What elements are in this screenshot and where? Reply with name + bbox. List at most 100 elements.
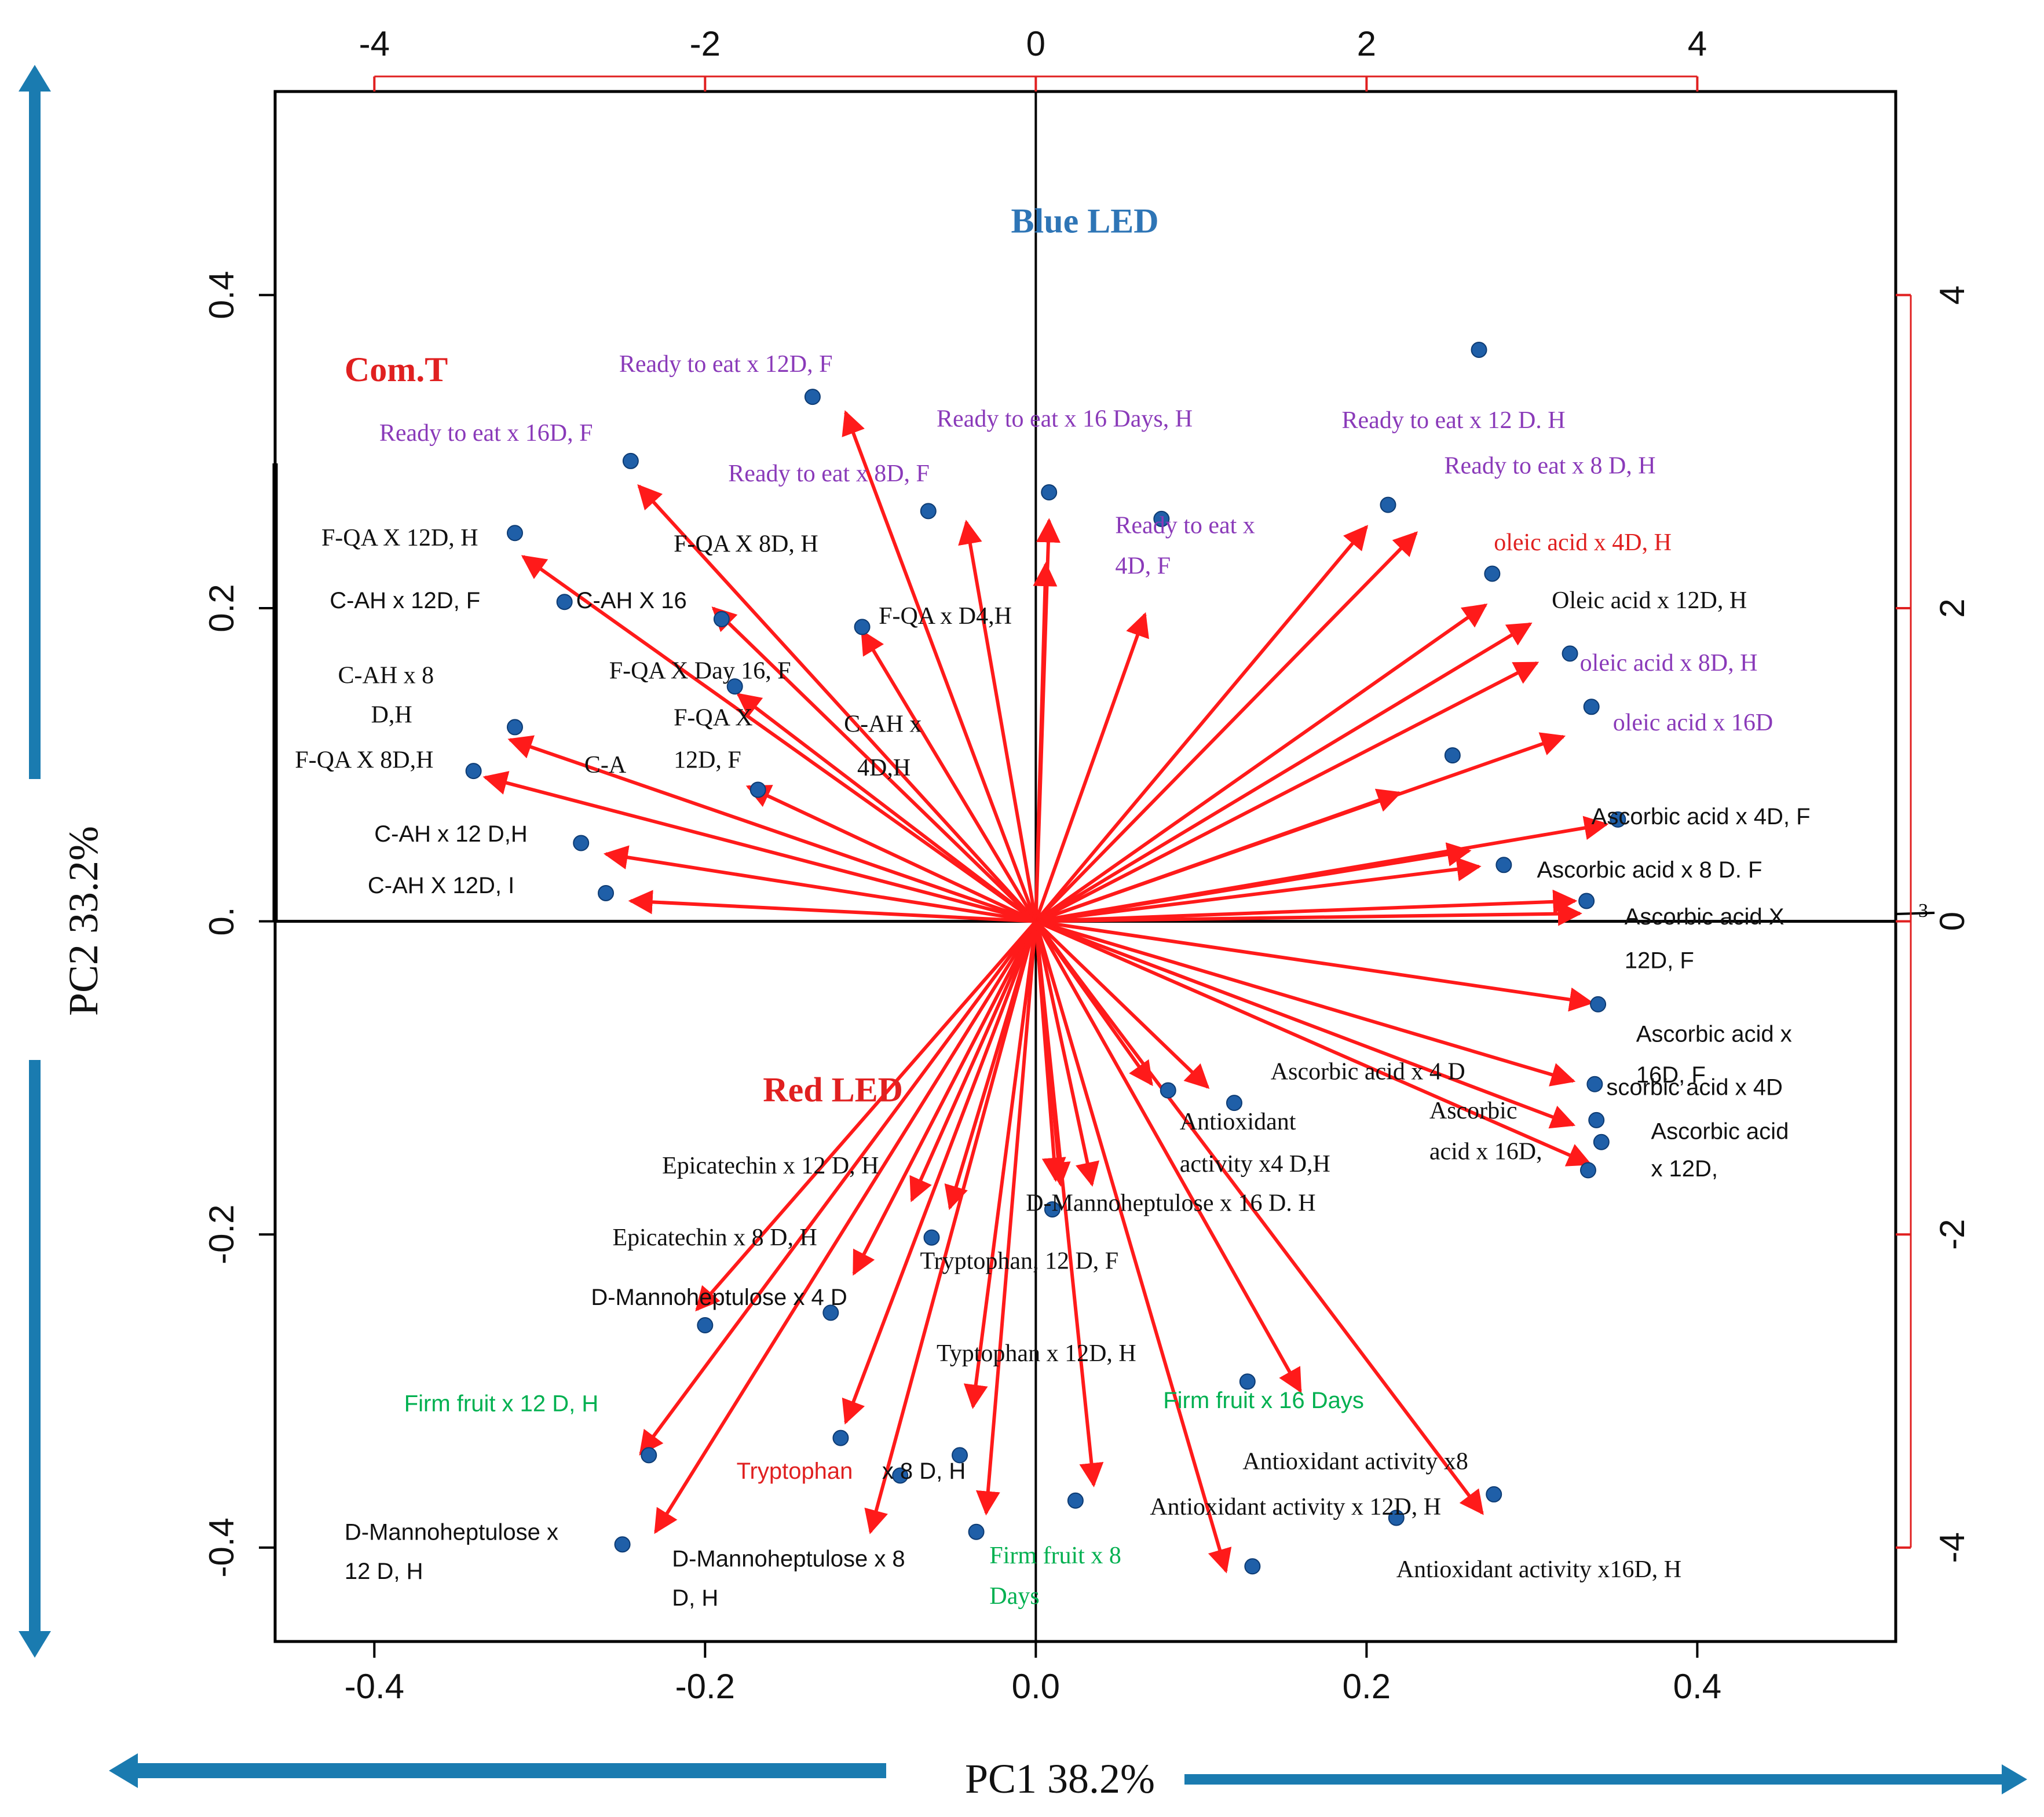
loading-arrow — [1034, 604, 1488, 923]
score-point — [1578, 893, 1595, 909]
variable-label: x 12D, — [1651, 1156, 1718, 1182]
score-point — [1586, 1076, 1603, 1092]
loading-arrow — [1035, 788, 1402, 923]
loading-arrow — [1034, 622, 1533, 923]
score-point — [622, 452, 639, 469]
variable-label: Ready to eat x 12 D. H — [1342, 407, 1566, 434]
variable-label: Epicatechin x 12 D, H — [662, 1153, 879, 1179]
score-point — [1239, 1373, 1256, 1390]
x-axis-title: PC1 38.2% — [965, 1756, 1155, 1802]
group-label: Com.T — [345, 350, 448, 389]
variable-label: C-AH x — [844, 711, 922, 738]
top-secondary-axis: -4 -2 0 2 4 — [359, 24, 1707, 92]
loading-arrow — [1034, 920, 1484, 1515]
variable-label: Ascorbic acid x — [1636, 1022, 1792, 1047]
variable-label: Ready to eat x — [1115, 512, 1255, 539]
variable-label: Epicatechin x 8 D, H — [612, 1224, 817, 1251]
loading-arrow — [482, 771, 1037, 923]
pc2-axis-arrows — [19, 65, 51, 1658]
loading-arrow — [842, 410, 1038, 922]
loading-arrow — [1034, 920, 1100, 1187]
variable-label: 12 D, H — [345, 1559, 423, 1584]
variable-label: oleic acid x 8D, H — [1580, 650, 1758, 677]
score-point — [1610, 811, 1626, 828]
variable-label: Tryptophan, 12 D, F — [920, 1248, 1118, 1275]
variable-label: Firm fruit x 8 — [989, 1542, 1121, 1569]
loading-arrow — [1034, 920, 1302, 1394]
score-point — [1160, 1082, 1176, 1099]
group-label: Blue LED — [1011, 202, 1159, 240]
variable-label: activity x4 D,H — [1180, 1151, 1330, 1178]
variable-label: C-AH x 12D, F — [330, 588, 480, 613]
score-point — [465, 763, 482, 780]
y-tick-label: 0. — [202, 907, 241, 936]
loading-arrow — [1035, 919, 1576, 1087]
x-axis-ticks: -0.4 -0.2 0.0 0.2 0.4 — [345, 1641, 1721, 1706]
variable-label: Ready to eat x 16 Days, H — [937, 405, 1193, 432]
variable-label: 12D, F — [674, 747, 741, 774]
variable-label: Antioxidant activity x 12D, H — [1150, 1494, 1441, 1520]
loading-arrow — [1033, 562, 1058, 922]
y-axis-title: PC2 33.2% — [60, 826, 107, 1016]
variable-label: 4D, F — [1115, 553, 1171, 580]
variable-labels: Ready to eat x 12D, F Ready to eat x 16D,… — [295, 351, 1810, 1611]
variable-label: Ready to eat x 8D, F — [728, 460, 930, 487]
top-tick-label: -4 — [359, 24, 390, 63]
variable-label: Ascorbic acid — [1651, 1118, 1789, 1144]
variable-label: D-Mannoheptulose x 8 — [672, 1546, 905, 1571]
group-labels: Blue LED Com.T Red LED — [345, 202, 1159, 1109]
score-point — [952, 1447, 968, 1464]
score-point — [641, 1447, 657, 1464]
loading-arrow — [852, 920, 1038, 1276]
y-tick-label: 0.2 — [202, 584, 241, 632]
variable-label: F-QA X 8D,H — [295, 747, 433, 774]
score-point — [726, 678, 743, 695]
score-point — [1484, 565, 1501, 582]
right-tick-label: 2 — [1933, 598, 1972, 617]
score-point — [1444, 747, 1461, 764]
score-point — [573, 835, 590, 851]
score-point — [1226, 1095, 1242, 1112]
variable-label: Ascorbic acid x 4D, F — [1592, 804, 1811, 829]
score-point — [1579, 1162, 1596, 1179]
variable-label: Firm fruit x 16 Days — [1163, 1388, 1364, 1413]
variable-label: C-AH x 8 — [338, 663, 434, 689]
variable-label: Ready to eat x 12D, F — [619, 351, 833, 378]
score-point — [1588, 1112, 1605, 1128]
loading-arrow — [603, 845, 1036, 923]
score-point — [832, 1430, 849, 1446]
variable-label: D-Mannoheptulose x — [345, 1519, 558, 1545]
variable-label: Oleic acid x 12D, H — [1552, 587, 1747, 614]
score-point — [920, 503, 937, 520]
variable-label: D, H — [672, 1585, 718, 1611]
variable-label: Ascorbic acid X — [1625, 904, 1785, 930]
loading-arrow — [1035, 857, 1482, 923]
x-tick-label: 0.4 — [1673, 1667, 1721, 1706]
score-point — [1583, 699, 1600, 715]
loading-arrow — [860, 629, 1037, 923]
pc1-arrow-left-head — [109, 1753, 138, 1788]
top-tick-label: 4 — [1688, 24, 1707, 63]
right-overlap-glyph: 3 — [1918, 900, 1928, 922]
score-point — [1593, 1134, 1610, 1150]
variable-label: C-AH X 12D, I — [368, 873, 514, 898]
top-tick-label: -2 — [690, 24, 721, 63]
variable-label: Ascorbic acid x 4 D — [1271, 1059, 1465, 1085]
variable-label: Antioxidant — [1180, 1109, 1296, 1135]
loading-arrow — [654, 920, 1037, 1534]
loading-arrows — [482, 410, 1609, 1574]
y-tick-label: 0.4 — [202, 271, 241, 319]
score-point — [713, 610, 730, 627]
right-tick-label: -4 — [1933, 1532, 1972, 1563]
loading-arrow — [1034, 661, 1540, 923]
pc1-arrow-right-head — [2002, 1764, 2027, 1794]
variable-label: D-Mannoheptulose x 16 D. H — [1026, 1190, 1315, 1217]
variable-label: 16D, F — [1636, 1062, 1706, 1088]
y-tick-label: -0.4 — [202, 1518, 241, 1577]
right-tick-label: 4 — [1933, 286, 1972, 305]
variable-label: Tryptophan — [737, 1458, 853, 1484]
score-point — [804, 389, 821, 405]
score-point — [1044, 1201, 1061, 1218]
right-tick-label: -2 — [1933, 1219, 1972, 1250]
